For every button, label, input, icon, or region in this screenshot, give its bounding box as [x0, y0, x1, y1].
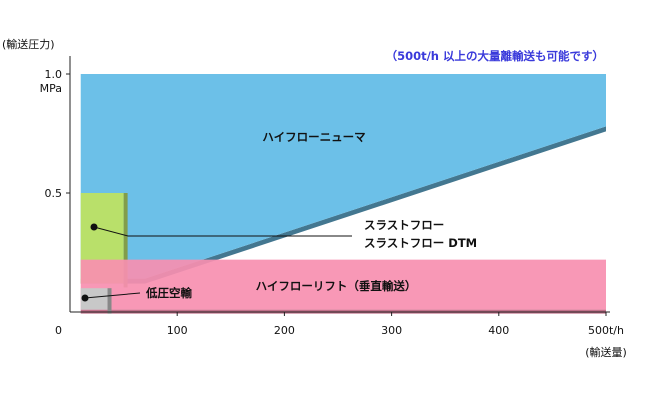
- y-tick-label: 1.0: [45, 68, 63, 81]
- thrustflow-callout-line: [93, 226, 352, 237]
- x-tick-label: 500t/h: [588, 324, 624, 337]
- low-pressure-callout-line: [84, 292, 141, 299]
- x-tick-label: 100: [167, 324, 188, 337]
- y-tick-label: 0.5: [45, 187, 63, 200]
- chart-note: （500t/h 以上の大量離輸送も可能です）: [386, 49, 604, 63]
- x-tick-label: 300: [381, 324, 402, 337]
- y-unit-label: MPa: [40, 82, 62, 95]
- region-highflow-pneuma: [80, 74, 607, 279]
- region-label-highflow-pneuma: ハイフローニューマ: [262, 130, 366, 144]
- region-low-pressure-bevel: [107, 288, 112, 314]
- region-label-thrustflow: スラストフロー: [364, 218, 444, 232]
- y-axis-title: (輸送圧力): [2, 37, 55, 51]
- labels-layer: (輸送圧力) (輸送量) （500t/h 以上の大量離輸送も可能です） ハイフローニュ…: [2, 37, 627, 359]
- regions-layer: [80, 74, 607, 314]
- x-tick-label: 0: [55, 324, 62, 337]
- x-tick-label: 200: [274, 324, 295, 337]
- region-highflow-lift: [80, 259, 607, 310]
- region-label-low-pressure: 低圧空輸: [145, 286, 192, 300]
- region-thrustflow-bevel: [123, 193, 128, 288]
- x-axis-title: (輸送量): [585, 345, 627, 359]
- region-label-highflow-lift: ハイフローリフト（垂直輸送）: [256, 279, 417, 293]
- axes-layer: [69, 56, 610, 313]
- x-tick-label: 400: [488, 324, 509, 337]
- region-low-pressure: [80, 288, 108, 310]
- region-label-thrustflow-dtm: スラストフロー DTM: [364, 236, 477, 250]
